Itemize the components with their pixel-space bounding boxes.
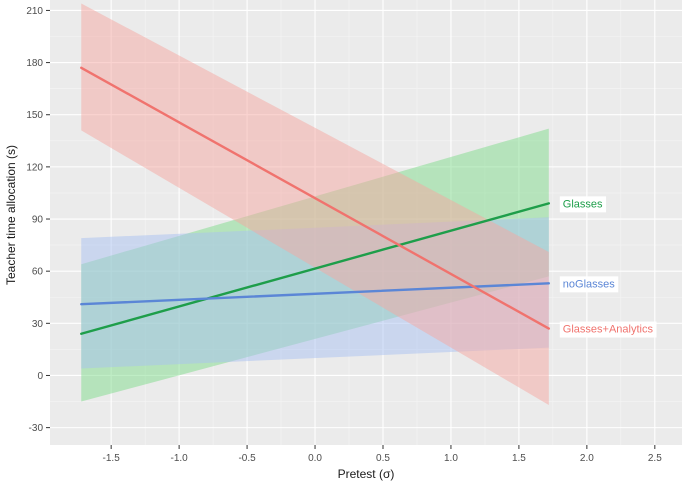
label-glasses-analytics: Glasses+Analytics [559,321,657,338]
y-tick-label: 150 [26,110,43,121]
x-tick-label: 2.0 [580,453,594,464]
y-tick-label: 120 [26,162,43,173]
line-noglasses [80,282,551,306]
x-tick-label: 2.5 [648,453,662,464]
x-tick-label: -1.5 [103,453,121,464]
series-label-text: noGlasses [563,278,615,290]
x-tick-label: 0.5 [376,453,390,464]
x-tick-label: -1.0 [171,453,189,464]
x-tick-label: -0.5 [238,453,256,464]
series-label-box [559,276,619,293]
label-noglasses: noGlasses [559,276,619,293]
ribbon-glasses-analytics [81,3,549,406]
y-tick-label: 90 [32,215,44,226]
y-tick-label: 0 [37,371,43,382]
series-label-box [559,321,657,338]
line-glasses [80,202,551,335]
axis-ticks: -1.5 -1.0 -0.5 0.0 0.5 1.0 1.5 2.0 2.5 -30 0 30 60 90… [26,6,662,464]
y-tick-label: -30 [29,423,44,434]
x-tick-label: 0.0 [308,453,322,464]
line-glasses-analytics [80,66,551,330]
y-tick-label: 210 [26,6,43,17]
series-label-text: Glasses [563,198,603,210]
series-lines [80,66,551,335]
x-axis-title: Pretest (σ) [338,467,395,481]
series-label-text: Glasses+Analytics [563,324,654,336]
y-axis-title: Teacher time allocation (s) [4,145,18,285]
series-labels: Glasses noGlasses Glasses+Analytics [559,196,657,338]
y-tick-label: 180 [26,58,43,69]
label-glasses: Glasses [559,196,607,213]
y-tick-label: 30 [32,319,44,330]
y-tick-label: 60 [32,267,44,278]
x-tick-label: 1.5 [512,453,526,464]
series-label-box [559,196,607,213]
x-tick-label: 1.0 [444,453,458,464]
